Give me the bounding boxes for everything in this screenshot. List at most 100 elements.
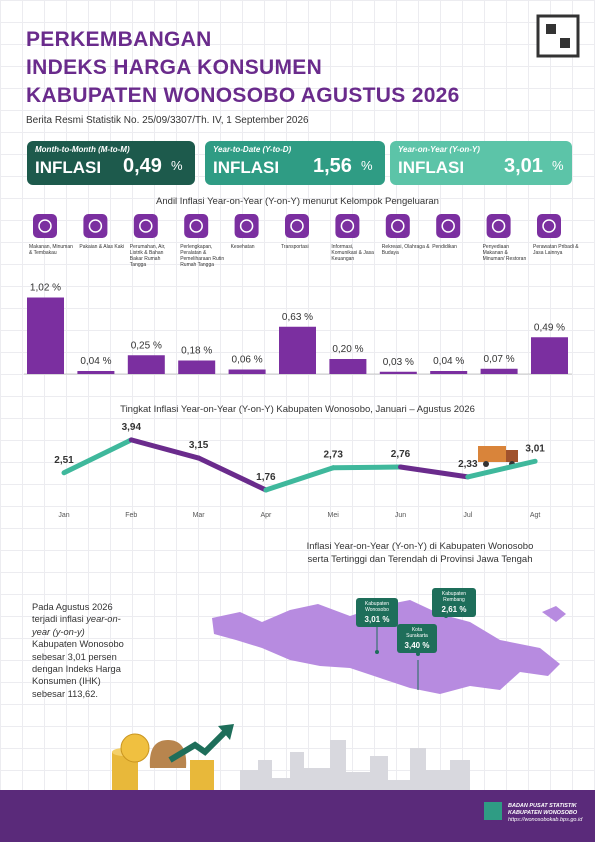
value-label: 3,01 bbox=[525, 443, 545, 454]
bar bbox=[531, 337, 568, 374]
inflation-card: Year-to-Date (Y-to-D) INFLASI 1,56% bbox=[205, 141, 385, 185]
map-title: Inflasi Year-on-Year (Y-on-Y) di Kabupat… bbox=[306, 541, 534, 552]
map-callout: Kota Surakarta 3,40 % bbox=[397, 624, 437, 653]
category-icon-glyph bbox=[441, 219, 455, 233]
category-icon-glyph bbox=[340, 219, 355, 233]
line-segment bbox=[263, 465, 336, 493]
bar-chart-title: Andil Inflasi Year-on-Year (Y-on-Y) menu… bbox=[156, 196, 439, 207]
line-segment bbox=[465, 458, 538, 480]
category-icon-glyph bbox=[290, 219, 304, 233]
org-name: BADAN PUSAT STATISTIK bbox=[508, 803, 577, 809]
value-label: 2,33 bbox=[458, 459, 478, 470]
value-label: 1,02 % bbox=[30, 283, 61, 294]
callout-value: 2,61 % bbox=[441, 605, 467, 614]
category-label: Pakaian & Alas Kaki bbox=[79, 244, 125, 250]
value-label: 0,03 % bbox=[383, 357, 414, 368]
category-icon bbox=[184, 214, 209, 238]
category-icon bbox=[436, 214, 461, 238]
value-label: 1,76 bbox=[256, 472, 276, 483]
value-label: 2,73 bbox=[323, 450, 343, 461]
category-label: Kesehatan bbox=[230, 244, 255, 250]
category-label: Penyediaan Makanan & Minuman/ Restoran bbox=[482, 244, 527, 262]
skyline bbox=[240, 740, 470, 792]
value-label: 0,07 % bbox=[484, 354, 515, 365]
x-tick-label: Mei bbox=[328, 512, 340, 519]
summary-paragraph: Pada Agustus 2026 terjadi inflasi year-o… bbox=[32, 601, 130, 700]
value-label: 0,25 % bbox=[131, 340, 162, 351]
value-label: 0,06 % bbox=[232, 355, 263, 366]
category-icon bbox=[133, 214, 158, 238]
line-segment bbox=[330, 464, 403, 471]
category-icon-glyph bbox=[239, 219, 254, 233]
value-label: 0,18 % bbox=[181, 346, 212, 357]
x-tick-label: Mar bbox=[193, 512, 206, 519]
callout-name: Kabupaten Wonosobo bbox=[364, 601, 390, 613]
line-segment bbox=[128, 437, 202, 461]
callout-name: Kota Surakarta bbox=[406, 627, 428, 639]
card-label: INFLASI bbox=[213, 158, 280, 177]
category-icon bbox=[234, 214, 259, 238]
inflation-card: Year-on-Year (Y-on-Y) INFLASI 3,01% bbox=[390, 141, 572, 185]
card-period: Year-on-Year (Y-on-Y) bbox=[398, 145, 480, 154]
inflation-card: Month-to-Month (M-to-M) INFLASI 0,49% bbox=[27, 141, 195, 185]
map-title: serta Tertinggi dan Terendah di Provinsi… bbox=[307, 554, 533, 565]
bar bbox=[27, 297, 64, 374]
island bbox=[542, 606, 566, 622]
category-label: Rekreasi, Olahraga & Budaya bbox=[381, 244, 430, 256]
x-tick-label: Apr bbox=[260, 512, 272, 519]
map-pin bbox=[416, 652, 420, 656]
footer-org: BADAN PUSAT STATISTIK KABUPATEN WONOSOBO… bbox=[508, 803, 582, 824]
qr-code bbox=[560, 38, 570, 48]
value-label: 3,15 bbox=[189, 440, 209, 451]
x-tick-label: Feb bbox=[125, 512, 137, 519]
value-label: 2,51 bbox=[54, 455, 74, 466]
x-tick-label: Jun bbox=[395, 512, 406, 519]
text: Pada Agustus 2026 terjadi inflasi bbox=[32, 602, 113, 625]
category-icon bbox=[385, 214, 410, 238]
value-label: 2,76 bbox=[391, 449, 411, 460]
category-icon bbox=[335, 214, 360, 238]
category-icon-glyph bbox=[391, 219, 405, 233]
title-line: KABUPATEN WONOSOBO AGUSTUS 2026 bbox=[26, 84, 460, 107]
value-label: 0,04 % bbox=[433, 356, 464, 367]
map-callout: Kabupaten Rembang 2,61 % bbox=[432, 588, 476, 617]
category-label: Perlengkapan, Peralatan & Pemeliharaan R… bbox=[180, 244, 225, 268]
bar bbox=[430, 371, 468, 374]
category-label: Perawatan Pribadi & Jasa Lainnya bbox=[533, 244, 579, 256]
category-icon bbox=[486, 214, 511, 238]
line-segment bbox=[61, 437, 134, 476]
x-tick-label: Jan bbox=[58, 512, 69, 519]
category-icon-glyph bbox=[88, 219, 103, 233]
url: https://wonosobokab.bps.go.id bbox=[508, 817, 583, 823]
category-label: Makanan, Minuman & Tembakau bbox=[29, 244, 73, 256]
line-segment bbox=[398, 464, 471, 480]
footer-band bbox=[0, 790, 595, 842]
value-label: 0,20 % bbox=[332, 344, 363, 355]
qr-code bbox=[536, 14, 580, 58]
callout-name: Kabupaten Rembang bbox=[441, 591, 467, 603]
bar bbox=[228, 369, 266, 374]
category-label: Perumahan, Air, Listrik & Bahan Bakar Ru… bbox=[129, 244, 166, 268]
category-icon-glyph bbox=[491, 219, 506, 233]
bar bbox=[178, 360, 216, 374]
value-label: 0,04 % bbox=[80, 356, 111, 367]
callout-value: 3,40 % bbox=[404, 641, 430, 650]
text: Kabupaten Wonosobo sebesar 3,01 persen d… bbox=[32, 639, 124, 699]
card-unit: % bbox=[171, 158, 183, 173]
category-label: Transportasi bbox=[281, 244, 309, 250]
title-line: PERKEMBANGAN bbox=[26, 28, 212, 51]
card-unit: % bbox=[552, 158, 564, 173]
card-period: Year-to-Date (Y-to-D) bbox=[213, 145, 292, 154]
truck-illustration bbox=[478, 446, 518, 467]
bar bbox=[279, 326, 316, 374]
bps-logo bbox=[484, 802, 502, 820]
card-period: Month-to-Month (M-to-M) bbox=[35, 145, 130, 154]
map-callout: Kabupaten Wonosobo 3,01 % bbox=[356, 598, 398, 627]
category-icon-glyph bbox=[542, 219, 556, 233]
category-icon-glyph bbox=[38, 219, 52, 233]
qr-code bbox=[546, 24, 556, 34]
x-tick-label: Agt bbox=[530, 512, 541, 519]
card-unit: % bbox=[361, 158, 373, 173]
